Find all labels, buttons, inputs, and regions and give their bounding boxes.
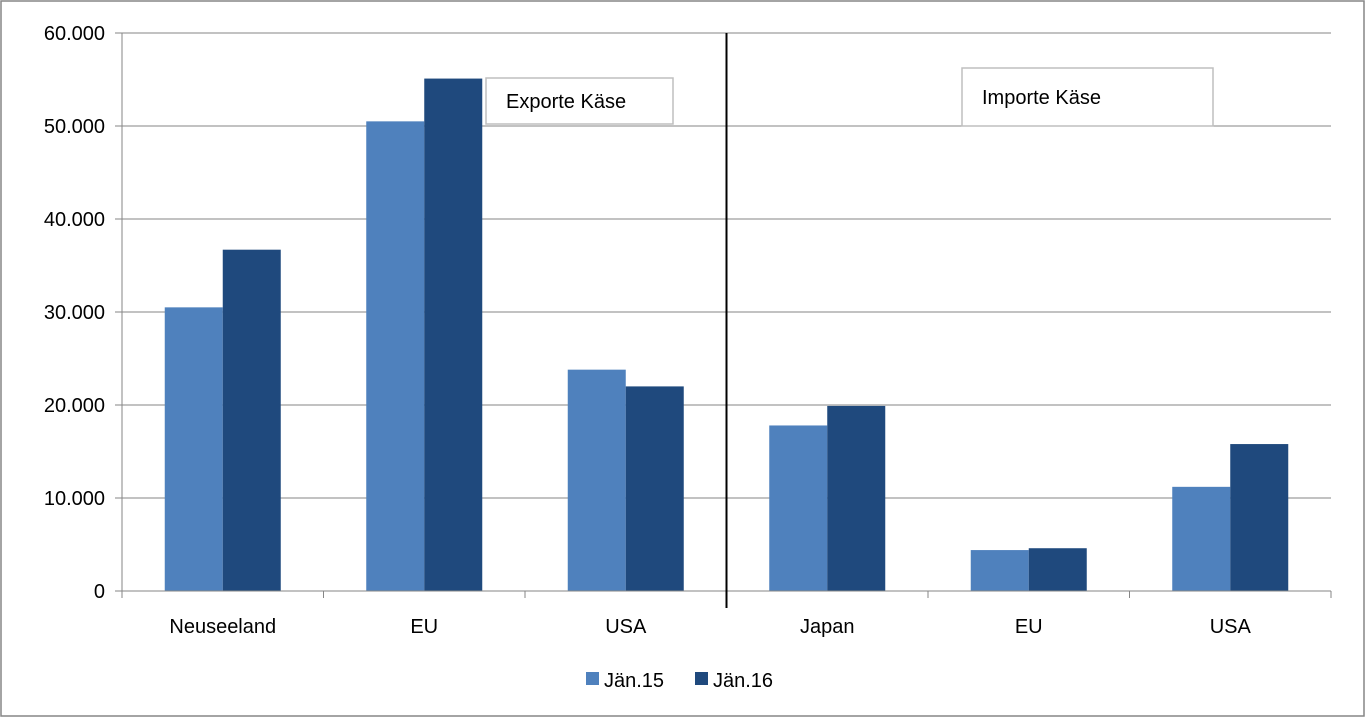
y-tick-label: 50.000 (44, 116, 105, 138)
bar (769, 425, 828, 591)
legend-swatch (586, 672, 599, 685)
bar (827, 405, 886, 591)
bar (424, 78, 483, 591)
legend: Jän.15 Jän.16 (586, 670, 773, 692)
x-tick-label: USA (605, 616, 647, 638)
annotation-label: Importe Käse (982, 87, 1101, 109)
legend-swatch (695, 672, 708, 685)
x-tick-label: Japan (800, 616, 855, 638)
y-tick-label: 60.000 (44, 23, 105, 45)
bar (222, 249, 281, 591)
bar (970, 550, 1029, 591)
y-tick-label: 40.000 (44, 209, 105, 231)
bar (366, 121, 425, 591)
bar (567, 369, 626, 591)
y-tick-label: 0 (94, 581, 105, 603)
annotation-label: Exporte Käse (506, 91, 626, 113)
bar (625, 386, 684, 591)
bar (1172, 486, 1231, 591)
x-tick-label: EU (410, 616, 438, 638)
y-tick-label: 10.000 (44, 488, 105, 510)
x-tick-label: USA (1210, 616, 1252, 638)
y-tick-label: 30.000 (44, 302, 105, 324)
y-tick-label: 20.000 (44, 395, 105, 417)
annotation-box (485, 77, 674, 125)
annotation-box (961, 67, 1214, 127)
legend-label: Jän.16 (713, 670, 773, 692)
tick-labels: 0 10.000 20.000 30.000 40.000 50.000 60.000 Neu… (44, 23, 1252, 638)
annotations: Exporte Käse Importe Käse (485, 67, 1214, 127)
bar (1230, 444, 1289, 591)
legend-label: Jän.15 (604, 670, 664, 692)
x-tick-label: EU (1015, 616, 1043, 638)
bar (164, 307, 223, 591)
axes (115, 32, 1332, 608)
bars (164, 78, 1289, 591)
bar (1028, 548, 1087, 591)
x-tick-label: Neuseeland (169, 616, 276, 638)
